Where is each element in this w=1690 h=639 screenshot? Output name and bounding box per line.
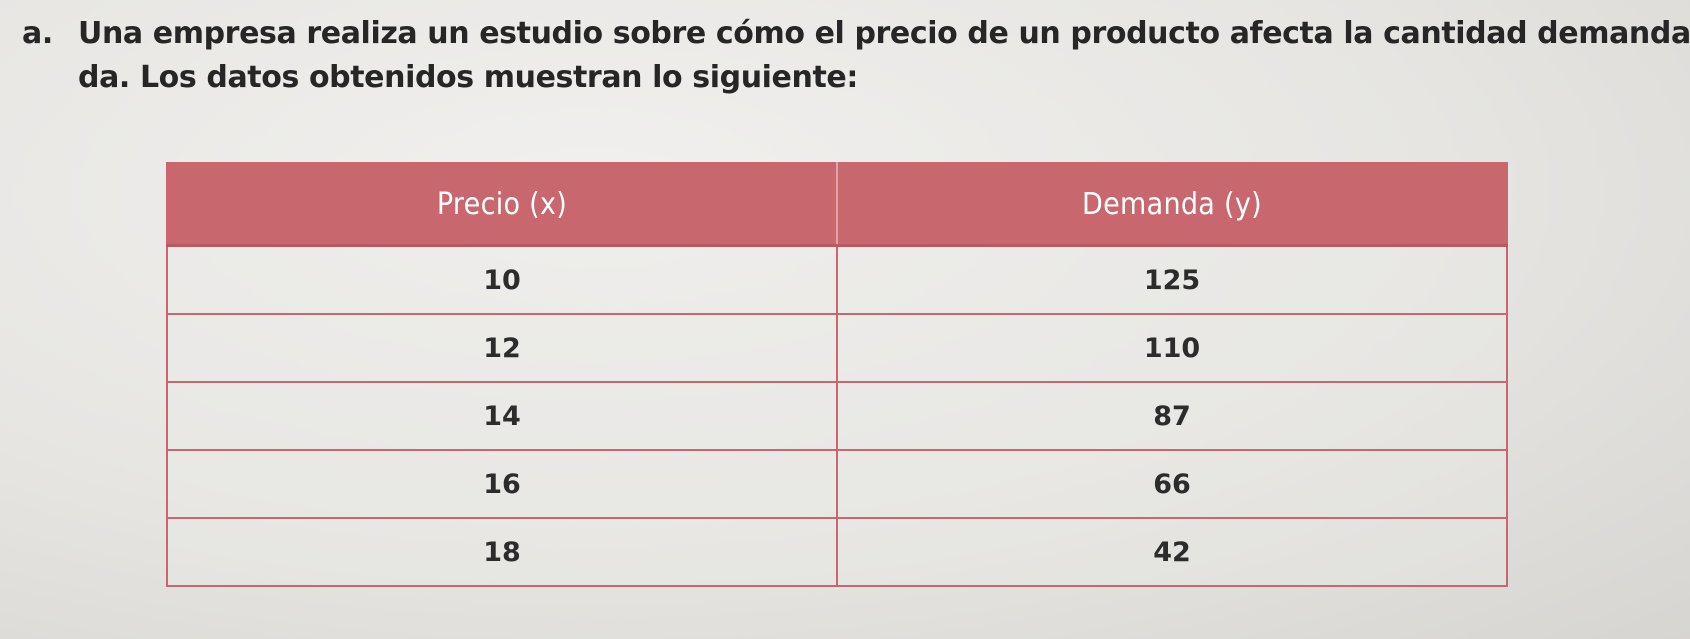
header-price: Precio (x) <box>166 162 838 247</box>
problem-statement: a. Una empresa realiza un estudio sobre c… <box>22 12 1690 100</box>
price-cell: 16 <box>166 449 838 519</box>
demand-cell: 125 <box>836 244 1508 315</box>
table-row: 18 42 <box>166 517 1508 587</box>
price-demand-table: Precio (x) Demanda (y) 10 125 12 110 14 … <box>166 162 1508 587</box>
table-row: 16 66 <box>166 449 1508 519</box>
data-table-container: Precio (x) Demanda (y) 10 125 12 110 14 … <box>166 162 1508 587</box>
price-cell: 14 <box>166 381 838 451</box>
problem-line-2: da. Los datos obtenidos muestran lo sigu… <box>78 60 858 95</box>
table-row: 10 125 <box>166 244 1508 315</box>
header-demand: Demanda (y) <box>836 162 1508 247</box>
problem-marker: a. <box>22 16 53 51</box>
problem-text-1: Una empresa realiza un estudio sobre cóm… <box>78 16 1690 51</box>
table-header-row: Precio (x) Demanda (y) <box>166 162 1508 247</box>
table-row: 12 110 <box>166 313 1508 383</box>
price-cell: 10 <box>166 244 838 315</box>
price-cell: 18 <box>166 517 838 587</box>
price-cell: 12 <box>166 313 838 383</box>
demand-cell: 42 <box>836 517 1508 587</box>
demand-cell: 110 <box>836 313 1508 383</box>
demand-cell: 87 <box>836 381 1508 451</box>
problem-line-1: a. Una empresa realiza un estudio sobre c… <box>22 12 1690 56</box>
table-row: 14 87 <box>166 381 1508 451</box>
demand-cell: 66 <box>836 449 1508 519</box>
